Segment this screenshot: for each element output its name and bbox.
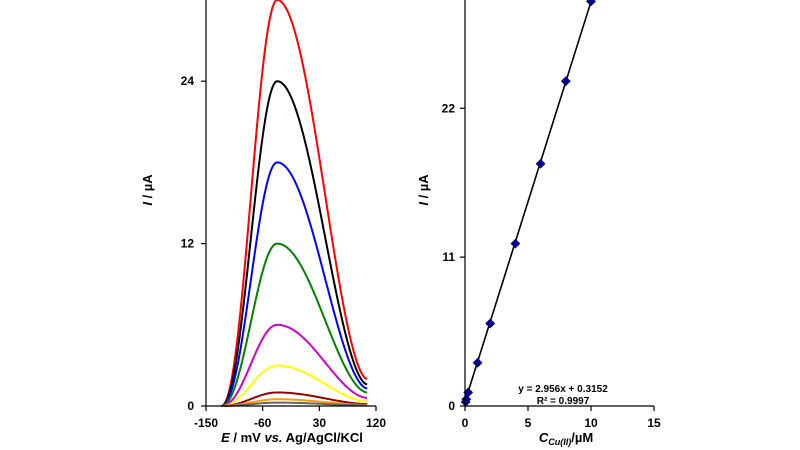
left-y-axis-label: I / µA xyxy=(140,174,155,206)
right-x-ticks: 0 5 10 15 xyxy=(462,406,661,430)
right-points xyxy=(460,0,596,407)
left-x-tick-label: -150 xyxy=(194,416,218,430)
left-ylabel-italic: I xyxy=(140,202,155,206)
left-y-tick-label: 24 xyxy=(181,74,195,88)
left-xlabel-rest: Ag/AgCl/KCl xyxy=(283,430,363,445)
right-y-tick-label: 22 xyxy=(442,101,456,115)
right-x-axis-label: CCu(II)/µM xyxy=(539,430,593,447)
calibration-point xyxy=(485,318,496,329)
fit-r2: R² = 0.9997 xyxy=(537,396,590,407)
right-y-tick-label: 0 xyxy=(448,399,455,413)
calibration-point xyxy=(586,0,596,7)
left-x-axis-label: E / mV vs. Ag/AgCl/KCl xyxy=(221,430,363,445)
calibration-point xyxy=(472,357,483,368)
left-panel: 0 12 24 -150 -60 30 120 I / µA E / mV vs. Ag/… xyxy=(140,0,386,445)
right-y-axis-label: I / µA xyxy=(416,174,431,206)
right-xlabel-main: C xyxy=(539,430,549,445)
calibration-point xyxy=(560,76,571,87)
left-y-tick-label: 12 xyxy=(181,237,195,251)
right-xlabel-sub: Cu(II) xyxy=(548,437,571,447)
voltammogram-curve-5 xyxy=(221,323,368,407)
voltammogram-curve-9 xyxy=(221,401,368,407)
calibration-point xyxy=(535,158,546,169)
left-x-tick-label: 30 xyxy=(313,416,327,430)
voltammogram-curve-7 xyxy=(221,391,368,407)
voltammogram-curve-8 xyxy=(221,398,368,407)
right-x-tick-label: 10 xyxy=(584,416,598,430)
fit-line xyxy=(464,1,592,400)
right-fit-line-group xyxy=(464,1,592,400)
left-xlabel-vs: vs. xyxy=(264,430,282,445)
voltammogram-curve-1 xyxy=(220,0,368,407)
left-x-tick-label: -60 xyxy=(254,416,272,430)
voltammogram-curve-6 xyxy=(221,364,368,407)
left-ylabel-rest: / µA xyxy=(140,174,155,202)
right-x-tick-label: 15 xyxy=(647,416,661,430)
fit-equation: y = 2.956x + 0.3152 xyxy=(518,384,608,395)
right-ylabel-italic: I xyxy=(416,202,431,206)
right-x-tick-label: 0 xyxy=(462,416,469,430)
voltammogram-curve-3 xyxy=(221,161,368,407)
right-panel: 0 11 22 0 5 10 15 I / µA CCu(II)/µM y = 2.956… xyxy=(416,0,661,447)
left-curves xyxy=(220,0,368,407)
right-ylabel-rest: / µA xyxy=(416,174,431,202)
calibration-point xyxy=(510,238,521,249)
right-x-tick-label: 5 xyxy=(525,416,532,430)
left-xlabel-italic: E xyxy=(221,430,230,445)
right-y-tick-label: 11 xyxy=(442,250,455,264)
left-y-ticks: 0 12 24 xyxy=(181,74,206,413)
left-y-tick-label: 0 xyxy=(187,399,194,413)
left-xlabel-mid: / mV xyxy=(230,430,265,445)
right-xlabel-rest: /µM xyxy=(571,430,593,445)
left-x-tick-label: 120 xyxy=(366,416,386,430)
voltammogram-curve-4 xyxy=(221,242,368,407)
voltammogram-curve-2 xyxy=(220,80,368,407)
left-x-ticks: -150 -60 30 120 xyxy=(194,406,386,430)
right-y-ticks: 0 11 22 xyxy=(442,101,465,413)
